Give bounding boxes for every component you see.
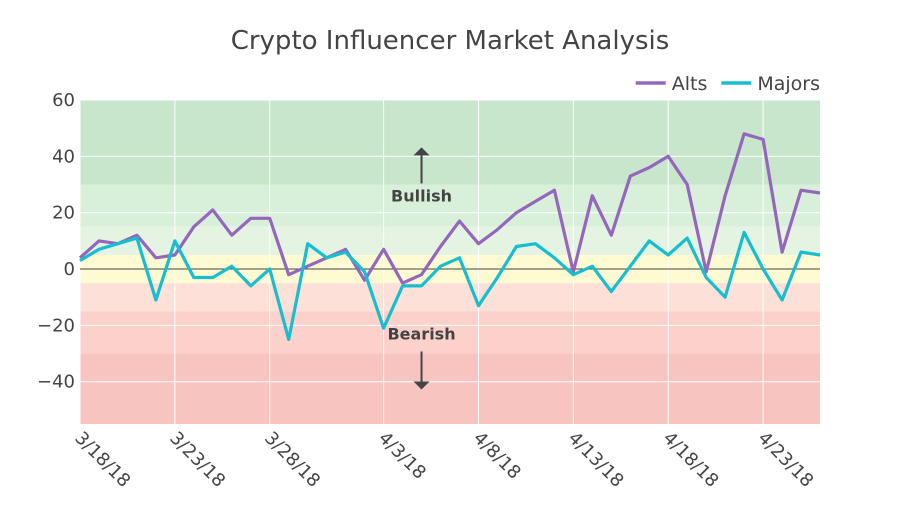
series-line-alts xyxy=(78,132,821,285)
legend-label: Majors xyxy=(757,73,820,95)
band-4 xyxy=(80,283,820,312)
series-line-majors xyxy=(79,230,821,342)
legend-item-majors[interactable]: Majors xyxy=(721,73,820,95)
x-tick-label: 3/28/18 xyxy=(260,428,324,492)
arrow-down-icon xyxy=(413,381,430,390)
x-tick-label: 4/23/18 xyxy=(754,428,818,492)
legend-item-alts[interactable]: Alts xyxy=(635,73,708,95)
y-tick-label: −40 xyxy=(37,372,75,393)
band-6 xyxy=(80,353,820,424)
band-5 xyxy=(80,311,820,354)
y-tick-label: 60 xyxy=(52,90,75,111)
y-axis-ticks: 60 40 20 0 −20 −40 xyxy=(37,90,75,393)
x-tick-label: 4/3/18 xyxy=(374,428,430,484)
y-tick-label: −20 xyxy=(37,315,75,336)
x-tick-label: 3/23/18 xyxy=(165,428,229,492)
band-0 xyxy=(80,100,820,185)
series-lines xyxy=(78,132,821,342)
annotation-bearish: Bearish xyxy=(387,324,455,343)
legend-label: Alts xyxy=(672,73,708,95)
y-tick-label: 0 xyxy=(64,259,75,280)
x-axis-ticks: 3/18/18 3/23/18 3/28/18 4/3/18 4/8/18 4/13/18… xyxy=(70,428,817,492)
annotations: Bullish Bearish xyxy=(387,147,456,390)
legend[interactable]: Alts Majors xyxy=(635,73,820,95)
arrow-up-icon xyxy=(413,147,430,156)
annotation-bullish: Bullish xyxy=(391,186,452,205)
x-tick-label: 4/8/18 xyxy=(469,428,525,484)
y-tick-label: 20 xyxy=(52,203,75,224)
chart-title: Crypto Influencer Market Analysis xyxy=(231,26,670,56)
y-tick-label: 40 xyxy=(52,146,75,167)
x-tick-label: 4/13/18 xyxy=(564,428,628,492)
x-tick-label: 4/18/18 xyxy=(659,428,723,492)
x-tick-label: 3/18/18 xyxy=(70,428,134,492)
gridlines xyxy=(79,99,820,424)
